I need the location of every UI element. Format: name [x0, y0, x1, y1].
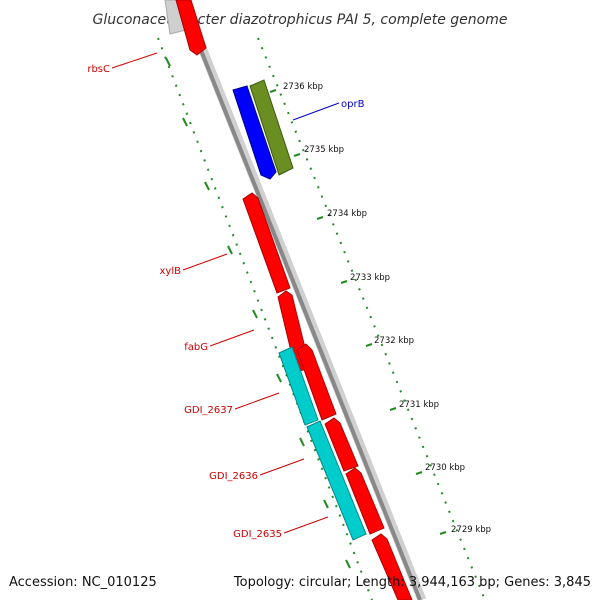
- gene-label-GDI_2635[interactable]: GDI_2635: [233, 529, 282, 540]
- leader-rbsC: [111, 52, 158, 69]
- outer-tick: [293, 153, 301, 157]
- outer-tick: [365, 343, 373, 347]
- gene-label-GDI_2636[interactable]: GDI_2636: [209, 471, 258, 482]
- ruler-labels: 2736 kbp 2735 kbp 2734 kbp 2733 kbp 2732…: [283, 82, 491, 535]
- inner-tick: [227, 245, 233, 255]
- gene-fragment-top[interactable]: [164, 0, 207, 56]
- inner-tick: [323, 499, 329, 509]
- inner-tick: [165, 57, 171, 67]
- gene-label-oprB[interactable]: oprB: [341, 99, 365, 110]
- outer-major-ticks: [269, 89, 447, 535]
- inner-tick: [345, 559, 351, 569]
- genome-summary-text: Topology: circular; Length: 3,944,163 bp…: [233, 575, 591, 590]
- kbp-label: 2733 kbp: [350, 273, 390, 283]
- gene-GDI_2637[interactable]: [278, 346, 319, 426]
- kbp-label: 2732 kbp: [374, 336, 414, 346]
- gene-red-3[interactable]: [296, 343, 337, 421]
- gene-cds-blue[interactable]: [232, 85, 277, 180]
- kbp-label: 2734 kbp: [327, 209, 367, 219]
- map-title: Gluconacetobacter diazotrophicus PAI 5, …: [93, 12, 508, 28]
- kbp-label: 2729 kbp: [451, 525, 491, 535]
- gene-label-xylB[interactable]: xylB: [160, 266, 182, 277]
- kbp-label: 2735 kbp: [304, 145, 344, 155]
- label-leaders: [111, 52, 340, 534]
- gene-label-GDI_2637[interactable]: GDI_2637: [184, 405, 233, 416]
- backbone: [178, 0, 427, 600]
- gene-oprB[interactable]: [249, 79, 294, 176]
- gene-red-6[interactable]: [371, 533, 413, 600]
- kbp-label: 2731 kbp: [399, 400, 439, 410]
- gene-red-fragment: [175, 0, 207, 56]
- inner-tick: [182, 117, 188, 127]
- outer-tick: [439, 531, 447, 535]
- outer-ruler-track: [257, 37, 486, 600]
- leader-GDI_2635: [283, 516, 329, 534]
- inner-tick: [204, 181, 210, 191]
- inner-ruler: [157, 37, 373, 600]
- leader-oprB: [292, 102, 340, 121]
- inner-tick: [276, 373, 282, 383]
- inner-tick: [299, 437, 305, 447]
- kbp-label: 2730 kbp: [425, 463, 465, 473]
- backbone-line: [179, 0, 422, 600]
- gene-red-4[interactable]: [324, 417, 359, 472]
- gene-label-fabG[interactable]: fabG: [184, 342, 208, 353]
- leader-GDI_2637: [234, 392, 280, 410]
- outer-ruler: [257, 37, 486, 600]
- inner-major-ticks: [165, 57, 351, 569]
- leader-fabG: [209, 329, 255, 347]
- outer-tick: [340, 280, 348, 284]
- outer-tick: [415, 471, 423, 475]
- outer-tick: [269, 89, 277, 93]
- inner-tick: [252, 309, 258, 319]
- gene-labels: rbsC oprB xylB fabG GDI_2637 GDI_2636 GD…: [87, 64, 364, 540]
- gene-label-rbsC[interactable]: rbsC: [87, 64, 110, 75]
- inner-ruler-track: [157, 37, 373, 600]
- gene-xylB[interactable]: [242, 192, 291, 294]
- accession-text: Accession: NC_010125: [9, 575, 157, 590]
- kbp-label: 2736 kbp: [283, 82, 323, 92]
- gene-GDI_2636[interactable]: [306, 420, 367, 541]
- forward-genes: [242, 192, 413, 600]
- outer-tick: [389, 407, 397, 411]
- outer-tick: [316, 216, 324, 220]
- leader-xylB: [182, 253, 228, 271]
- gene-red-5[interactable]: [345, 467, 385, 535]
- cyan-genes: [278, 346, 367, 541]
- leader-GDI_2636: [259, 458, 305, 476]
